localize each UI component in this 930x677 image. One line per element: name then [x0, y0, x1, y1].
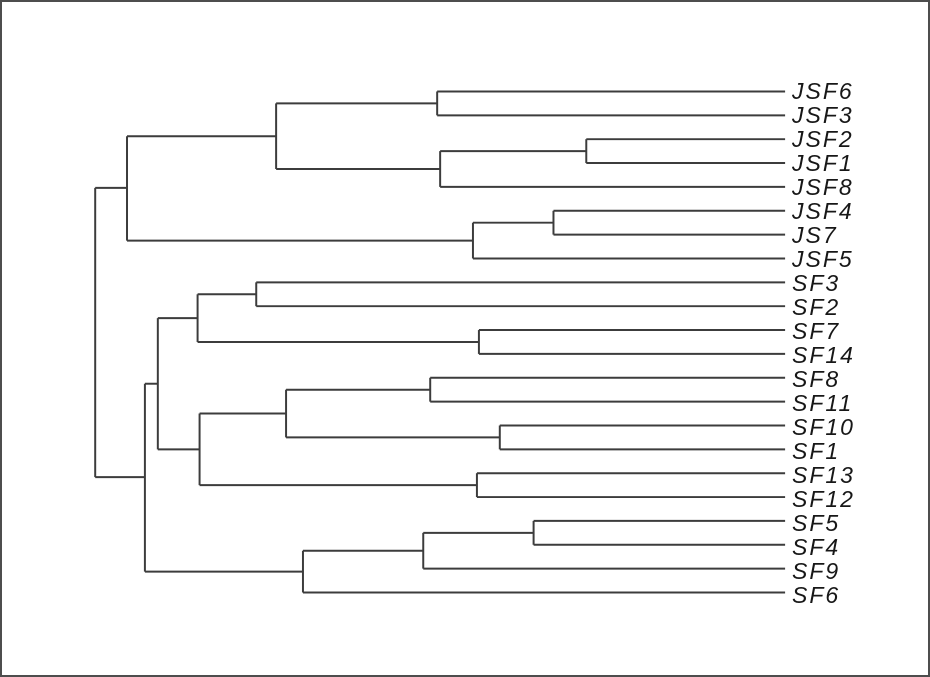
figure-frame: JSF6 JSF3 JSF2 JSF1 JSF8 JSF4 JS7 JSF5 SF3 SF2 SF7…	[0, 0, 930, 677]
dendrogram-tree	[94, 90, 786, 594]
